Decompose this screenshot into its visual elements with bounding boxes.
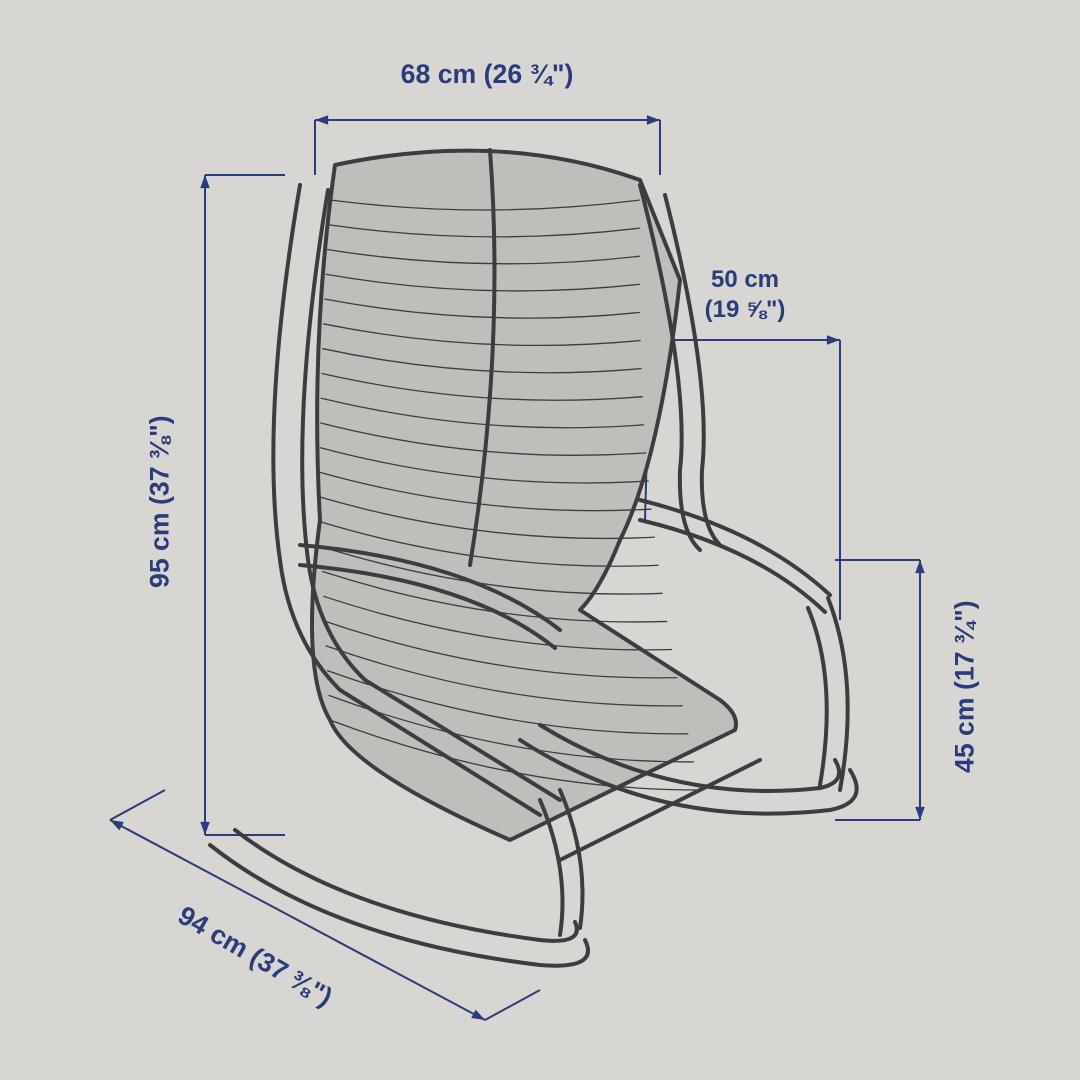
diagram-stage: 68 cm (26 ¾") 95 cm (37 ⅜") 50 cm (19 ⅝"… [0, 0, 1080, 1080]
dim-height-in: (37 ⅜") [144, 415, 174, 505]
dim-label-seat-width: 50 cm (19 ⅝") [605, 265, 885, 325]
dim-seat-width-in: (19 ⅝") [605, 295, 885, 325]
dim-width-in: (26 ¾") [484, 59, 574, 89]
dim-height-cm: 95 cm [144, 512, 174, 588]
dim-seat-height-cm: 45 cm [949, 697, 979, 773]
dim-width-cm: 68 cm [401, 59, 477, 89]
dim-label-seat-height: 45 cm (17 ¾") [948, 547, 981, 827]
dim-label-width: 68 cm (26 ¾") [347, 58, 627, 91]
dim-seat-height-in: (17 ¾") [949, 600, 979, 690]
dim-seat-width-cm: 50 cm [605, 265, 885, 295]
chair-backrest [312, 150, 736, 840]
dim-label-height: 95 cm (37 ⅜") [143, 362, 176, 642]
